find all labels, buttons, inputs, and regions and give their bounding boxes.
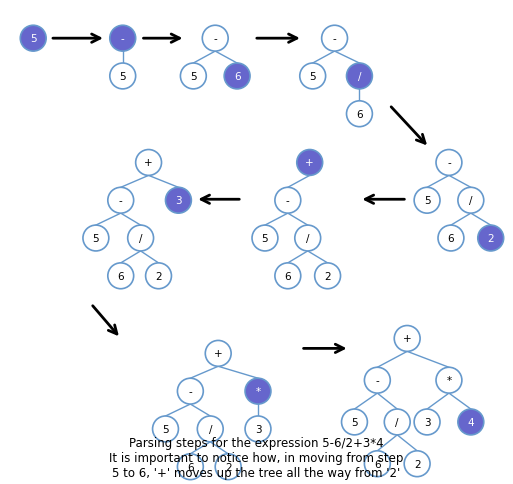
Circle shape	[314, 263, 341, 289]
Text: 5: 5	[120, 72, 126, 82]
Text: /: /	[469, 196, 472, 206]
Text: 6: 6	[234, 72, 241, 82]
Circle shape	[166, 188, 191, 214]
Text: 2: 2	[225, 462, 231, 472]
Text: 2: 2	[155, 271, 162, 281]
Text: 5: 5	[30, 34, 36, 44]
Text: -: -	[333, 34, 337, 44]
Text: 5: 5	[351, 417, 358, 427]
Circle shape	[436, 367, 462, 393]
Circle shape	[478, 226, 504, 251]
Circle shape	[384, 409, 410, 435]
Circle shape	[224, 64, 250, 90]
Circle shape	[300, 64, 326, 90]
Circle shape	[436, 150, 462, 176]
Circle shape	[110, 64, 135, 90]
Text: 2: 2	[414, 459, 421, 469]
Circle shape	[135, 150, 162, 176]
Circle shape	[245, 378, 271, 404]
Text: +: +	[214, 348, 223, 359]
Text: 6: 6	[285, 271, 291, 281]
Circle shape	[252, 226, 278, 251]
Text: 4: 4	[467, 417, 474, 427]
Circle shape	[322, 26, 347, 52]
Circle shape	[152, 416, 179, 442]
Circle shape	[364, 451, 390, 477]
Text: 5: 5	[424, 196, 430, 206]
Text: 6: 6	[374, 459, 381, 469]
Circle shape	[177, 378, 203, 404]
Text: -: -	[121, 34, 125, 44]
Text: /: /	[396, 417, 399, 427]
Text: /: /	[139, 234, 143, 243]
Circle shape	[295, 226, 321, 251]
Text: +: +	[305, 158, 314, 168]
Circle shape	[394, 326, 420, 352]
Text: -: -	[119, 196, 123, 206]
Circle shape	[181, 64, 206, 90]
Circle shape	[83, 226, 109, 251]
Circle shape	[342, 409, 367, 435]
Text: Parsing steps for the expression 5-6/2+3*4: Parsing steps for the expression 5-6/2+3…	[129, 436, 383, 449]
Circle shape	[458, 409, 484, 435]
Text: 5: 5	[190, 72, 196, 82]
Text: /: /	[208, 424, 212, 434]
Text: -: -	[447, 158, 451, 168]
Text: -: -	[376, 376, 379, 385]
Text: 6: 6	[117, 271, 124, 281]
Circle shape	[177, 454, 203, 480]
Circle shape	[346, 102, 372, 127]
Circle shape	[108, 188, 134, 214]
Text: 5 to 6, '+' moves up the tree all the way from '2': 5 to 6, '+' moves up the tree all the wa…	[112, 466, 400, 479]
Circle shape	[458, 188, 484, 214]
Text: +: +	[144, 158, 153, 168]
Circle shape	[245, 416, 271, 442]
Circle shape	[215, 454, 241, 480]
Text: 3: 3	[254, 424, 261, 434]
Text: 6: 6	[187, 462, 194, 472]
Text: 3: 3	[424, 417, 430, 427]
Text: *: *	[255, 386, 261, 396]
Text: /: /	[358, 72, 361, 82]
Text: 5: 5	[309, 72, 316, 82]
Text: *: *	[446, 376, 451, 385]
Circle shape	[146, 263, 171, 289]
Text: 6: 6	[448, 234, 454, 243]
Circle shape	[438, 226, 464, 251]
Circle shape	[404, 451, 430, 477]
Circle shape	[275, 263, 301, 289]
Circle shape	[414, 409, 440, 435]
Text: 2: 2	[324, 271, 331, 281]
Circle shape	[128, 226, 153, 251]
Text: 2: 2	[487, 234, 494, 243]
Text: -: -	[188, 386, 192, 396]
Circle shape	[110, 26, 135, 52]
Text: 5: 5	[262, 234, 268, 243]
Circle shape	[414, 188, 440, 214]
Text: +: +	[403, 334, 411, 344]
Circle shape	[275, 188, 301, 214]
Circle shape	[21, 26, 46, 52]
Circle shape	[346, 64, 372, 90]
Text: -: -	[286, 196, 290, 206]
Text: 5: 5	[92, 234, 99, 243]
Circle shape	[202, 26, 228, 52]
Circle shape	[364, 367, 390, 393]
Text: 3: 3	[175, 196, 182, 206]
Circle shape	[205, 341, 231, 366]
Circle shape	[297, 150, 323, 176]
Text: 5: 5	[162, 424, 169, 434]
Circle shape	[198, 416, 223, 442]
Text: 6: 6	[356, 109, 363, 120]
Circle shape	[108, 263, 134, 289]
Text: -: -	[213, 34, 217, 44]
Text: /: /	[306, 234, 309, 243]
Text: It is important to notice how, in moving from step: It is important to notice how, in moving…	[109, 451, 403, 464]
